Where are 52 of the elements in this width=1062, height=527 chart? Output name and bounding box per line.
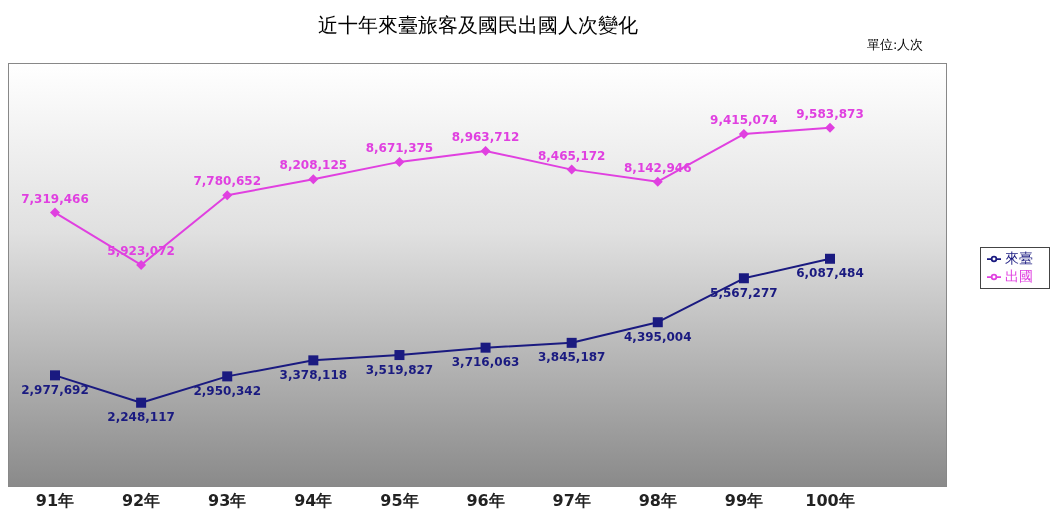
data-label: 3,716,063: [451, 355, 520, 370]
point: [136, 397, 147, 408]
data-label: 3,519,827: [365, 362, 434, 377]
point: [50, 370, 60, 381]
x-tick-label: 96年: [466, 491, 505, 511]
point: [566, 164, 577, 175]
x-tick-label: 91年: [35, 491, 75, 511]
point: [480, 342, 491, 353]
point: [136, 259, 147, 270]
data-label: 7,780,652: [193, 174, 262, 189]
data-label: 8,465,172: [537, 148, 606, 163]
data-label: 7,319,466: [21, 191, 89, 206]
x-tick-label: 94年: [294, 491, 333, 511]
data-label: 2,977,692: [21, 382, 89, 397]
data-label: 3,845,187: [537, 350, 606, 365]
point: [308, 355, 319, 366]
x-tick-label: 92年: [121, 491, 161, 511]
data-label: 9,583,873: [796, 106, 864, 121]
data-label: 8,208,125: [279, 158, 348, 173]
data-label: 9,415,074: [710, 113, 778, 128]
point: [50, 207, 60, 218]
data-label: 5,567,277: [710, 285, 778, 300]
point: [825, 122, 835, 133]
point: [308, 174, 319, 185]
data-label: 2,950,342: [193, 383, 262, 398]
point: [566, 337, 577, 348]
point: [394, 156, 405, 167]
data-label: 8,963,712: [451, 129, 520, 144]
chart-subtitle: 單位:人次: [867, 36, 924, 54]
x-tick-label: 98年: [638, 491, 677, 511]
x-tick-label: 100年: [805, 491, 855, 511]
x-tick-label: 97年: [552, 491, 591, 511]
point: [222, 371, 233, 382]
point: [480, 145, 491, 156]
legend-label: 來臺: [1005, 249, 1033, 266]
point: [394, 350, 405, 361]
point: [652, 176, 663, 187]
data-label: 3,378,118: [279, 367, 348, 382]
data-label: 4,395,004: [623, 329, 692, 344]
point: [222, 190, 233, 201]
data-label: 2,248,117: [107, 410, 175, 425]
point: [652, 317, 663, 328]
point: [825, 253, 835, 264]
x-tick-label: 95年: [380, 491, 419, 511]
chart-title: 近十年來臺旅客及國民出國人次變化: [317, 13, 638, 37]
data-label: 6,087,484: [796, 266, 864, 281]
point: [738, 273, 749, 284]
legend-label: 出國: [1005, 267, 1033, 284]
data-label: 8,671,375: [365, 140, 434, 155]
x-tick-label: 99年: [724, 491, 764, 511]
x-tick-label: 93年: [208, 491, 247, 511]
point: [738, 129, 749, 140]
